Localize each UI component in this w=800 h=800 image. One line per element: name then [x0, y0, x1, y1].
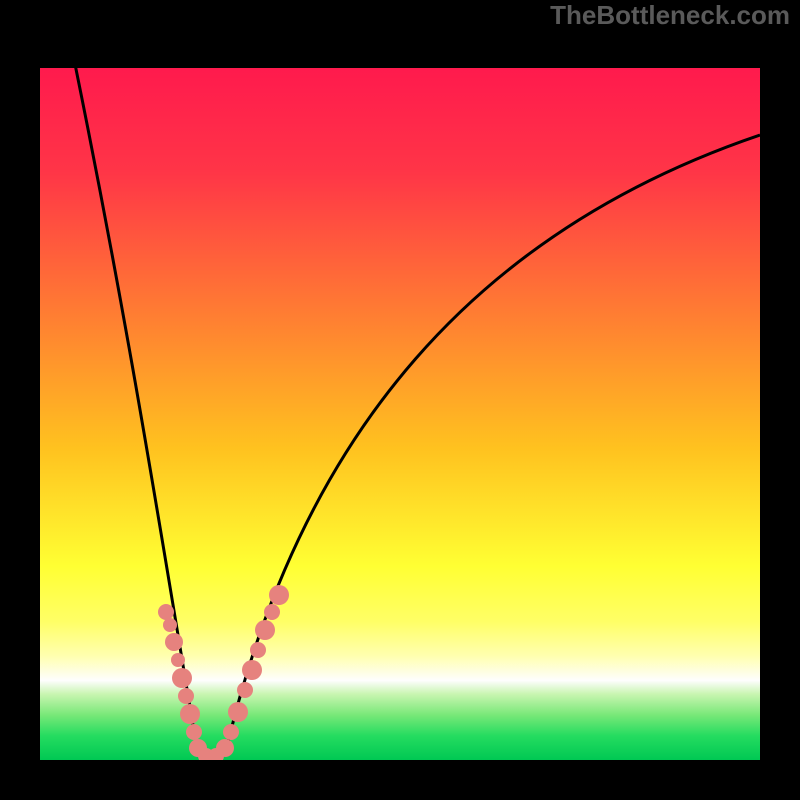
curve-marker	[255, 620, 275, 640]
curve-marker	[172, 668, 192, 688]
curve-marker	[186, 724, 202, 740]
curve-marker	[178, 688, 194, 704]
curve-marker	[165, 633, 183, 651]
curve-marker	[158, 604, 174, 620]
curve-marker	[264, 604, 280, 620]
curve-marker	[228, 702, 248, 722]
curve-marker	[171, 653, 185, 667]
curve-marker	[180, 704, 200, 724]
curve-marker	[237, 682, 253, 698]
curve-marker	[269, 585, 289, 605]
gradient-background	[40, 68, 760, 760]
plot-svg	[0, 0, 800, 800]
chart-stage: TheBottleneck.com	[0, 0, 800, 800]
curve-marker	[250, 642, 266, 658]
curve-marker	[216, 739, 234, 757]
curve-marker	[223, 724, 239, 740]
curve-marker	[163, 618, 177, 632]
watermark-text: TheBottleneck.com	[550, 0, 790, 31]
curve-marker	[242, 660, 262, 680]
